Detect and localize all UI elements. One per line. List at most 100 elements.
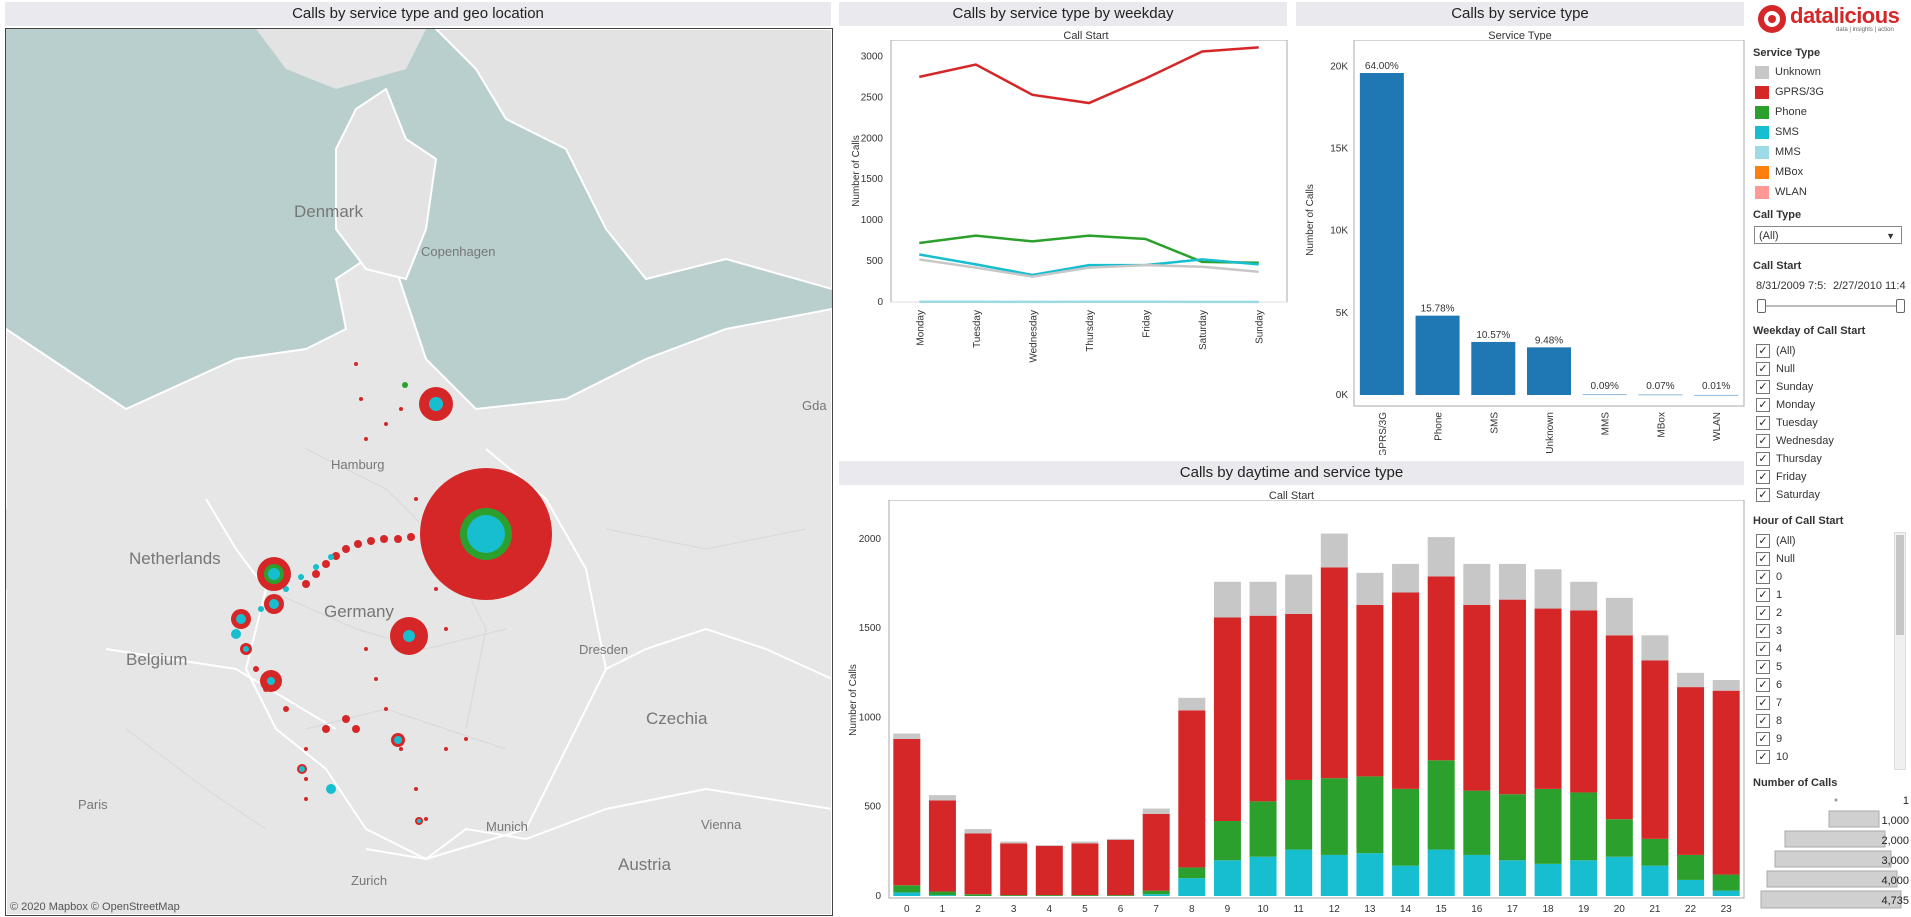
stack-sms[interactable] bbox=[1392, 865, 1420, 896]
stack-phone[interactable] bbox=[1605, 819, 1633, 857]
stack-gprs3g[interactable] bbox=[1213, 617, 1241, 822]
weekday-option-sunday[interactable]: ✓ Sunday bbox=[1756, 378, 1813, 395]
hour-option-null[interactable]: ✓ Null bbox=[1756, 550, 1795, 567]
stack-unknown[interactable] bbox=[1142, 808, 1170, 814]
stack-unknown[interactable] bbox=[1035, 845, 1063, 847]
stack-gprs3g[interactable] bbox=[1427, 576, 1455, 761]
stack-phone[interactable] bbox=[1356, 776, 1384, 854]
series-line-phone[interactable] bbox=[919, 234, 1259, 264]
stack-phone[interactable] bbox=[1285, 779, 1313, 850]
stack-gprs3g[interactable] bbox=[1534, 608, 1562, 789]
weekday-option-wednesday[interactable]: ✓ Wednesday bbox=[1756, 432, 1834, 449]
checkbox-checked-icon[interactable]: ✓ bbox=[1756, 379, 1770, 394]
stack-gprs3g[interactable] bbox=[1071, 843, 1099, 896]
stack-phone[interactable] bbox=[1249, 801, 1277, 857]
stack-gprs3g[interactable] bbox=[893, 738, 921, 886]
stack-phone[interactable] bbox=[1498, 794, 1526, 861]
series-line-gprs3g[interactable] bbox=[919, 46, 1259, 105]
stack-phone[interactable] bbox=[1463, 790, 1491, 855]
legend-item-gprs[interactable]: GPRS/3G bbox=[1755, 84, 1824, 100]
stack-unknown[interactable] bbox=[1107, 838, 1135, 840]
checkbox-checked-icon[interactable]: ✓ bbox=[1756, 433, 1770, 448]
checkbox-checked-icon[interactable]: ✓ bbox=[1756, 343, 1770, 358]
stack-sms[interactable] bbox=[1213, 860, 1241, 896]
checkbox-checked-icon[interactable]: ✓ bbox=[1756, 361, 1770, 376]
stack-sms[interactable] bbox=[1285, 849, 1313, 896]
stack-gprs3g[interactable] bbox=[1712, 690, 1740, 875]
map-attribution[interactable]: © 2020 Mapbox © OpenStreetMap bbox=[10, 901, 180, 913]
legend-item-unknown[interactable]: Unknown bbox=[1755, 64, 1821, 80]
stack-unknown[interactable] bbox=[1000, 841, 1028, 844]
stack-unknown[interactable] bbox=[1249, 581, 1277, 616]
stack-gprs3g[interactable] bbox=[1392, 592, 1420, 789]
hour-option-8[interactable]: ✓ 8 bbox=[1756, 712, 1782, 729]
stack-phone[interactable] bbox=[1107, 895, 1135, 896]
stack-sms[interactable] bbox=[1178, 878, 1206, 896]
hour-option-1[interactable]: ✓ 1 bbox=[1756, 586, 1782, 603]
weekday-line-chart[interactable]: 0 500 1000 1500 2000 2500 3000 Monday Tuesday Wed… bbox=[839, 40, 1289, 455]
stack-unknown[interactable] bbox=[1605, 597, 1633, 636]
stack-phone[interactable] bbox=[1712, 874, 1740, 891]
bar-wlan[interactable] bbox=[1694, 394, 1739, 396]
stack-phone[interactable] bbox=[1142, 890, 1170, 895]
stack-gprs3g[interactable] bbox=[1035, 846, 1063, 896]
hour-option-5[interactable]: ✓ 5 bbox=[1756, 658, 1782, 675]
bar-unknown[interactable] bbox=[1527, 347, 1571, 395]
stack-phone[interactable] bbox=[1534, 788, 1562, 864]
stack-sms[interactable] bbox=[1356, 853, 1384, 896]
stack-sms[interactable] bbox=[1463, 854, 1491, 896]
stack-gprs3g[interactable] bbox=[1498, 599, 1526, 795]
stack-unknown[interactable] bbox=[1463, 563, 1491, 605]
hour-option-0[interactable]: ✓ 0 bbox=[1756, 568, 1782, 585]
weekday-option-null[interactable]: ✓ Null bbox=[1756, 360, 1795, 377]
stack-phone[interactable] bbox=[1570, 792, 1598, 861]
stack-unknown[interactable] bbox=[1356, 572, 1384, 605]
stack-sms[interactable] bbox=[1712, 890, 1740, 896]
hour-option-2[interactable]: ✓ 2 bbox=[1756, 604, 1782, 621]
stack-phone[interactable] bbox=[1213, 821, 1241, 861]
geo-map[interactable]: Denmark Copenhagen Hamburg Netherlands G… bbox=[5, 28, 833, 916]
stack-gprs3g[interactable] bbox=[1605, 635, 1633, 820]
stack-phone[interactable] bbox=[1035, 895, 1063, 896]
weekday-option-all[interactable]: ✓ (All) bbox=[1756, 342, 1796, 359]
stack-sms[interactable] bbox=[1677, 879, 1705, 896]
call-start-slider-track[interactable] bbox=[1761, 305, 1901, 307]
stack-unknown[interactable] bbox=[1641, 635, 1669, 661]
checkbox-checked-icon[interactable]: ✓ bbox=[1756, 533, 1770, 548]
stack-gprs3g[interactable] bbox=[1463, 604, 1491, 791]
stack-sms[interactable] bbox=[893, 892, 921, 896]
stack-gprs3g[interactable] bbox=[1320, 567, 1348, 779]
stack-gprs3g[interactable] bbox=[1285, 613, 1313, 780]
call-start-slider-min-handle[interactable] bbox=[1757, 299, 1766, 313]
checkbox-checked-icon[interactable]: ✓ bbox=[1756, 695, 1770, 710]
stack-unknown[interactable] bbox=[1392, 563, 1420, 593]
stack-phone[interactable] bbox=[1178, 867, 1206, 879]
stack-unknown[interactable] bbox=[1534, 569, 1562, 609]
checkbox-checked-icon[interactable]: ✓ bbox=[1756, 415, 1770, 430]
call-start-from[interactable]: 8/31/2009 7:5: bbox=[1756, 280, 1827, 292]
stack-unknown[interactable] bbox=[1213, 581, 1241, 618]
checkbox-checked-icon[interactable]: ✓ bbox=[1756, 659, 1770, 674]
stack-phone[interactable] bbox=[1677, 854, 1705, 880]
bubble-south[interactable] bbox=[326, 784, 336, 794]
hour-option-6[interactable]: ✓ 6 bbox=[1756, 676, 1782, 693]
weekday-option-saturday[interactable]: ✓ Saturday bbox=[1756, 486, 1820, 503]
checkbox-checked-icon[interactable]: ✓ bbox=[1756, 451, 1770, 466]
call-type-select[interactable]: (All) ▼ bbox=[1754, 226, 1902, 244]
stack-unknown[interactable] bbox=[1498, 563, 1526, 600]
legend-item-wlan[interactable]: WLAN bbox=[1755, 184, 1807, 200]
stack-phone[interactable] bbox=[1000, 895, 1028, 896]
series-line-unknown[interactable] bbox=[919, 258, 1259, 278]
hour-option-4[interactable]: ✓ 4 bbox=[1756, 640, 1782, 657]
weekday-option-monday[interactable]: ✓ Monday bbox=[1756, 396, 1815, 413]
stack-unknown[interactable] bbox=[1712, 679, 1740, 691]
stack-phone[interactable] bbox=[964, 894, 992, 896]
legend-item-mbox[interactable]: MBox bbox=[1755, 164, 1803, 180]
stack-unknown[interactable] bbox=[928, 795, 956, 801]
legend-item-phone[interactable]: Phone bbox=[1755, 104, 1807, 120]
bar-mms[interactable] bbox=[1582, 394, 1627, 396]
stack-phone[interactable] bbox=[928, 891, 956, 896]
stack-unknown[interactable] bbox=[964, 829, 992, 834]
stack-phone[interactable] bbox=[1641, 838, 1669, 866]
